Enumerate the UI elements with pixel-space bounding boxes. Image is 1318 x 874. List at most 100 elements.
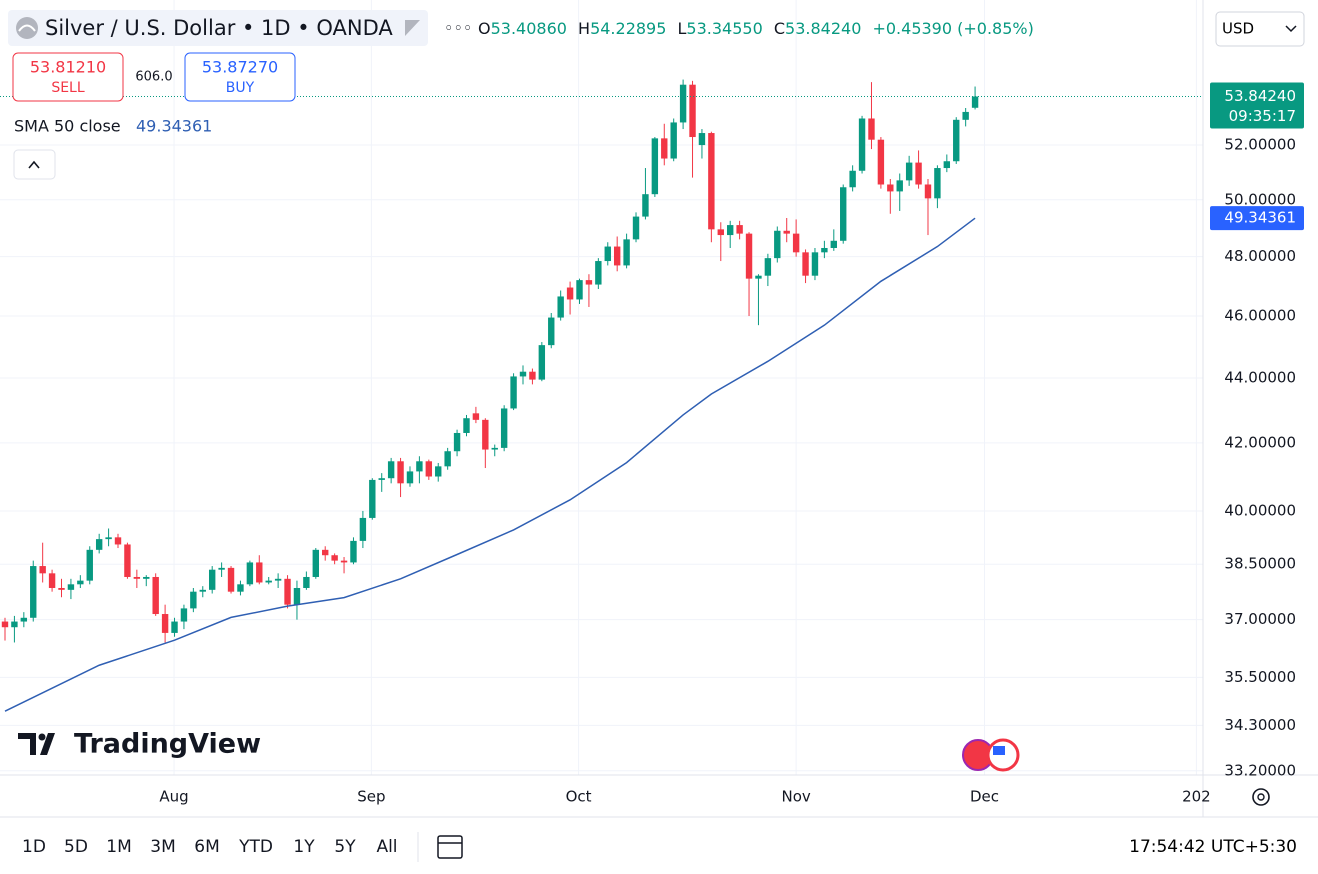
sma-line <box>4 217 976 712</box>
settings-icon[interactable] <box>1252 788 1270 806</box>
candle-body <box>67 584 75 590</box>
candle-body <box>58 587 65 590</box>
candle-body <box>698 133 706 146</box>
range-button[interactable]: 3M <box>150 837 175 857</box>
symbol-box[interactable] <box>8 10 428 46</box>
range-button[interactable]: 6M <box>194 837 219 857</box>
candle-body <box>595 261 602 285</box>
candle-body <box>736 225 743 234</box>
candle-body <box>453 432 461 452</box>
candle-body <box>180 608 188 622</box>
candle-body <box>868 118 875 140</box>
y-tick-label: 34.30000 <box>1224 716 1296 734</box>
ohlc-value: 53.84240 <box>785 19 861 38</box>
currency-dropdown[interactable] <box>1215 11 1305 47</box>
x-tick-label: Aug <box>159 788 188 806</box>
candle-body <box>548 317 555 346</box>
candle-body <box>934 168 941 199</box>
candle-body <box>811 252 819 276</box>
candle-body <box>623 239 630 266</box>
candle-body <box>924 184 932 199</box>
range-bar: 1D 5D 1M 3M 6M YTD 1Y 5Y All <box>22 837 397 857</box>
candle-body <box>322 549 329 556</box>
symbol-title: Silver / U.S. Dollar • 1D • OANDA <box>45 16 393 40</box>
candle-body <box>124 544 131 577</box>
candle-body <box>576 280 583 300</box>
grid <box>0 0 1203 775</box>
candle-body <box>971 96 979 108</box>
range-button[interactable]: 1Y <box>293 837 315 857</box>
y-tick-label: 37.00000 <box>1224 610 1296 628</box>
candle-body <box>877 139 885 185</box>
range-button[interactable]: All <box>376 837 397 857</box>
candle-body <box>472 413 480 420</box>
range-button[interactable]: 1M <box>106 837 131 857</box>
candle-body <box>783 230 790 234</box>
candle-body <box>397 461 404 484</box>
more-icon[interactable]: ◦◦◦ <box>444 19 472 38</box>
candle-body <box>1 621 9 628</box>
indicator-name: SMA 50 close <box>14 117 121 136</box>
ohlc-key: O <box>478 19 491 38</box>
candle-body <box>190 591 197 609</box>
last-price-label: 53.84240 <box>1224 87 1296 105</box>
candle-body <box>821 247 828 253</box>
candle-body <box>915 162 922 185</box>
candle-body <box>387 461 395 479</box>
candle-body <box>717 229 724 236</box>
candle-body <box>284 578 291 605</box>
x-tick-label: Oct <box>566 788 592 806</box>
ohlc-value: 53.34550 <box>686 19 762 38</box>
candle-body <box>39 566 46 574</box>
candle-body <box>651 138 659 195</box>
sma-tag-label: 49.34361 <box>1224 209 1296 227</box>
candle-body <box>802 252 809 276</box>
flag-icon <box>405 20 420 36</box>
candle-body <box>642 194 649 217</box>
y-tick-label: 40.00000 <box>1224 501 1296 519</box>
candle-body <box>331 555 338 561</box>
range-button[interactable]: 5D <box>64 837 88 857</box>
candle-body <box>444 451 451 467</box>
y-tick-label: 46.00000 <box>1224 307 1296 325</box>
candle-body <box>171 621 178 633</box>
sell-label: SELL <box>51 80 85 96</box>
range-button[interactable]: 5Y <box>334 837 356 857</box>
calendar-icon[interactable] <box>437 835 463 859</box>
currency: USD <box>1222 20 1254 38</box>
sell-button[interactable] <box>12 52 124 102</box>
candle-body <box>632 216 640 240</box>
candle-body <box>312 549 319 577</box>
candle-body <box>199 589 206 592</box>
candle-body <box>764 258 772 276</box>
last-price-tag <box>1210 82 1304 129</box>
candle-body <box>30 566 37 618</box>
candle-body <box>529 371 536 380</box>
candle-body <box>208 569 216 590</box>
candle-body <box>114 537 122 545</box>
x-tick-label: 202 <box>1182 788 1211 806</box>
candle-body <box>557 296 564 318</box>
countdown: 09:35:17 <box>1229 107 1296 125</box>
candle-body <box>519 371 527 377</box>
candle-body <box>905 162 913 181</box>
y-tick-label: 52.00000 <box>1224 136 1296 154</box>
candle-body <box>745 233 753 279</box>
range-button[interactable]: YTD <box>238 837 273 857</box>
candle-body <box>774 230 781 259</box>
candle-body <box>792 233 800 253</box>
candle-body <box>887 184 894 192</box>
candle-body <box>510 376 517 409</box>
collapse-button[interactable] <box>13 149 56 180</box>
dropdown-arrow <box>1285 25 1297 33</box>
range-button[interactable]: 1D <box>22 837 46 857</box>
y-tick-label: 42.00000 <box>1224 433 1296 451</box>
candle-body <box>246 562 254 585</box>
ohlc-value: 53.40860 <box>491 19 567 38</box>
candle-body <box>274 578 282 581</box>
candle-body <box>20 617 28 622</box>
candle-body <box>161 614 169 633</box>
buy-button[interactable] <box>184 52 296 102</box>
candle-body <box>689 84 696 138</box>
